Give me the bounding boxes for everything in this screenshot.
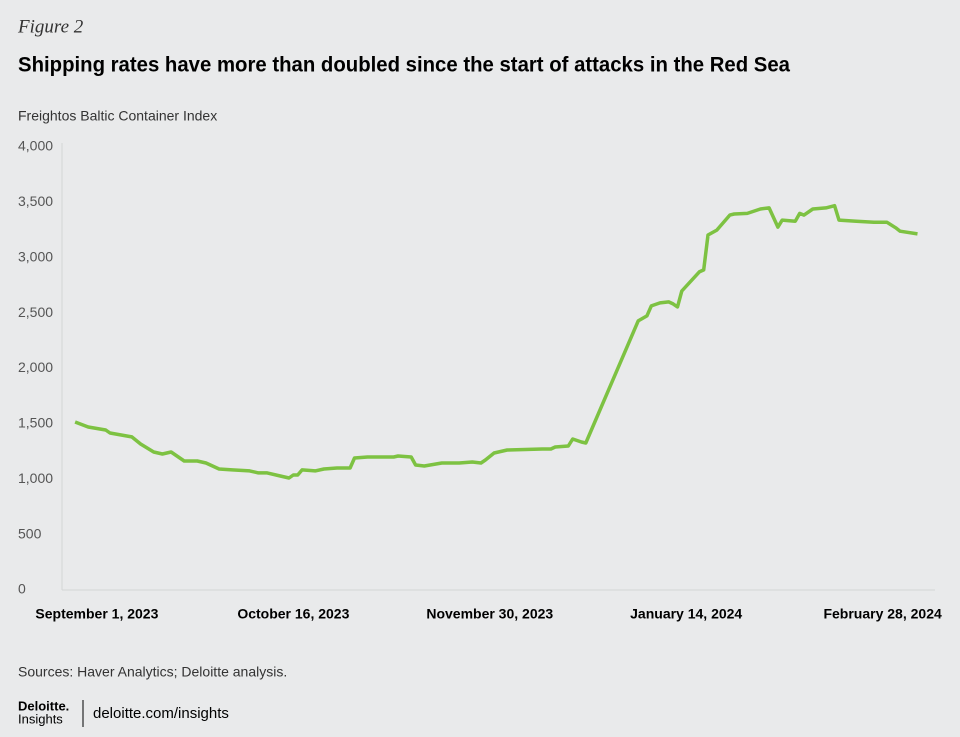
- brand: Deloitte.: [18, 698, 69, 713]
- y-tick-label: 1,000: [18, 470, 53, 486]
- y-tick-label: 500: [18, 525, 42, 541]
- x-tick-label: January 14, 2024: [630, 606, 742, 622]
- x-tick-label: October 16, 2023: [237, 606, 349, 622]
- figure-label: Figure 2: [17, 16, 84, 37]
- y-tick-label: 2,500: [18, 304, 53, 320]
- data-line: [74, 203, 918, 480]
- x-tick-label: February 28, 2024: [823, 606, 942, 622]
- y-axis-label: Freightos Baltic Container Index: [18, 108, 217, 124]
- y-tick-label: 1,500: [18, 415, 53, 431]
- y-tick-label: 2,000: [18, 359, 53, 375]
- source: Sources: Haver Analytics; Deloitte analy…: [18, 664, 287, 680]
- x-tick-label: November 30, 2023: [426, 606, 553, 622]
- footer-url: deloitte.com/insights: [93, 705, 229, 722]
- chart-title: Shipping rates have more than doubled si…: [18, 54, 790, 77]
- y-tick-label: 0: [18, 581, 26, 597]
- y-tick-label: 4,000: [18, 138, 53, 154]
- brand-sub: Insights: [18, 711, 63, 726]
- x-tick-label: September 1, 2023: [35, 606, 158, 622]
- y-tick-label: 3,000: [18, 248, 53, 264]
- y-tick-label: 3,500: [18, 193, 53, 209]
